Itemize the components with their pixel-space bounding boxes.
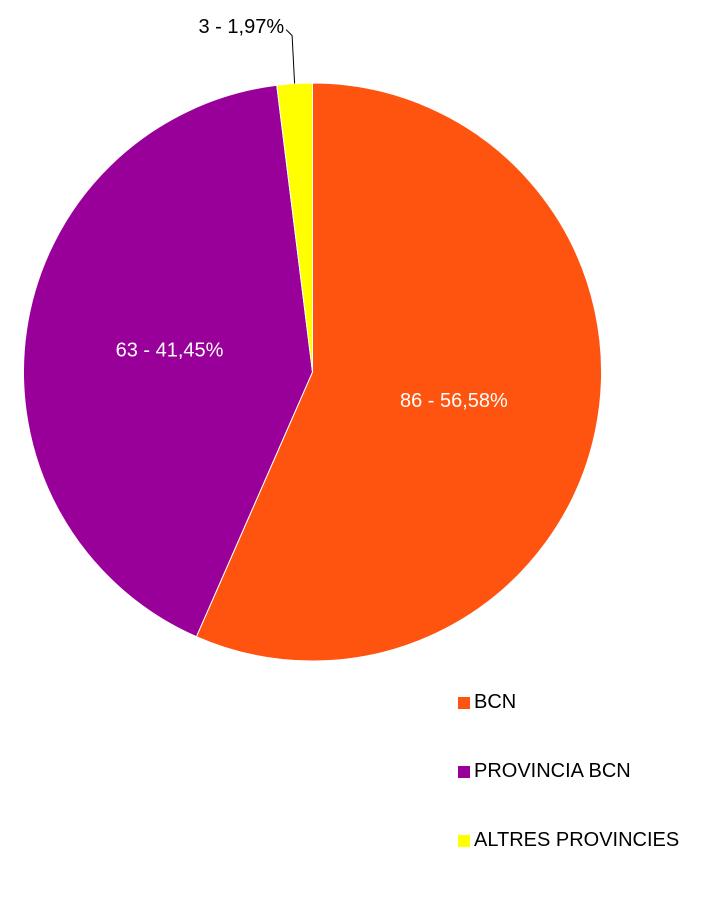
leader-line [285, 29, 296, 84]
legend-label: ALTRES PROVINCIES [474, 829, 680, 851]
legend: BCN PROVINCIA BCN ALTRES PROVINCIES [458, 690, 698, 897]
chart: 86 - 56,58% 63 - 41,45% 3 - 1,97% [22, 16, 602, 662]
legend-item: PROVINCIA BCN [458, 759, 698, 783]
legend-item: BCN [458, 690, 698, 714]
data-label: 86 - 56,58% [400, 390, 508, 412]
legend-label: PROVINCIA BCN [474, 760, 631, 782]
data-label: 3 - 1,97% [199, 16, 285, 38]
pie-slice [22, 84, 314, 638]
data-label: 63 - 41,45% [116, 339, 224, 361]
legend-swatch [458, 697, 470, 709]
legend-item: ALTRES PROVINCIES [458, 828, 698, 852]
legend-swatch [458, 766, 470, 778]
legend-swatch [458, 835, 470, 847]
legend-label: BCN [474, 691, 517, 713]
pie-slice [276, 82, 313, 373]
pie-slice [195, 82, 602, 662]
